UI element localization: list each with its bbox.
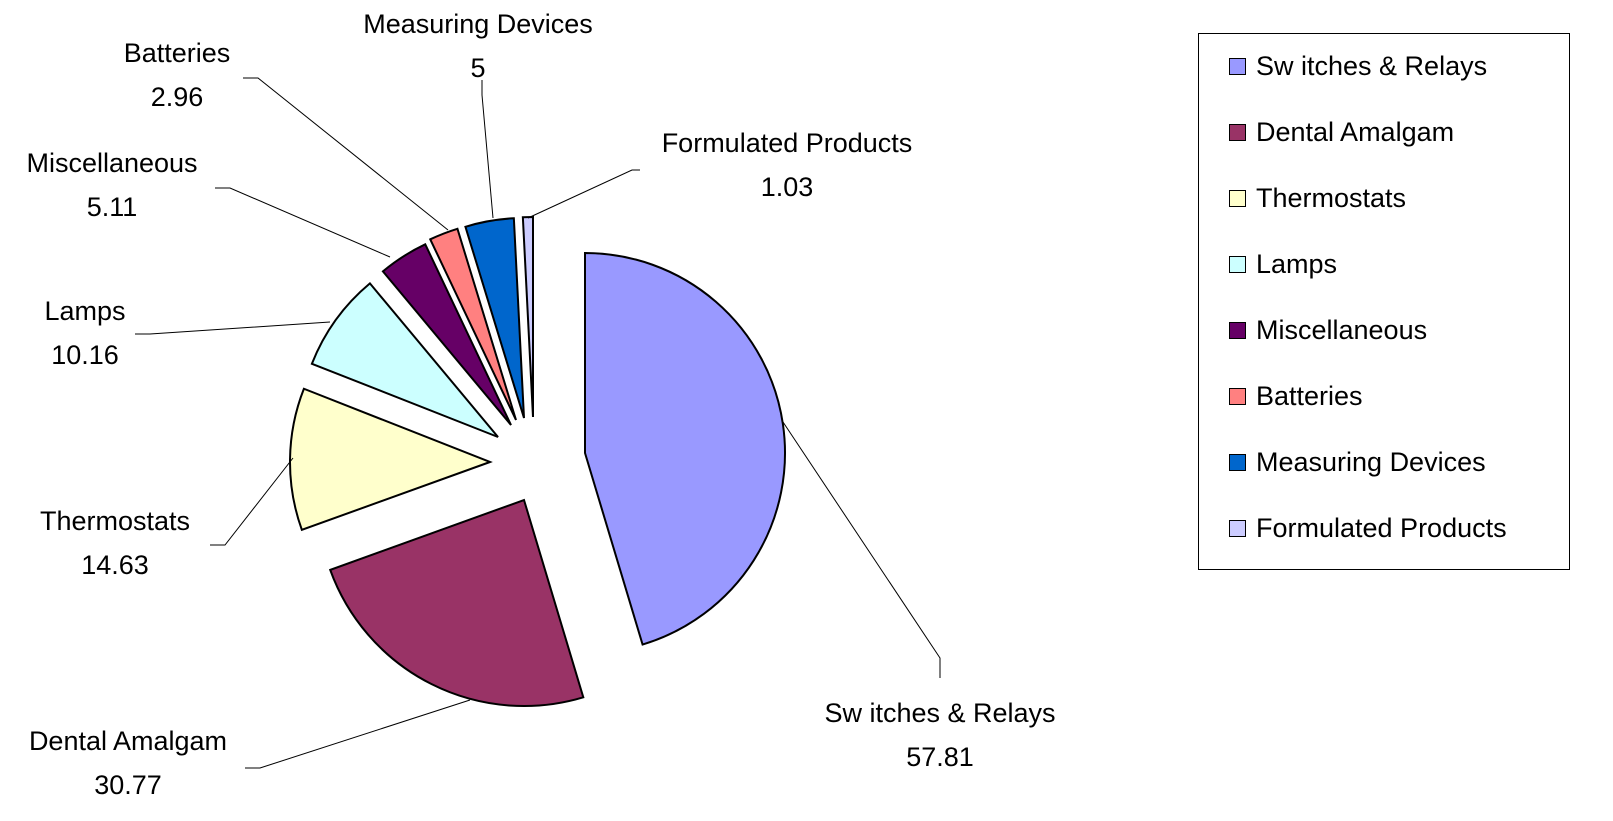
- slice-value-label: 57.81: [906, 742, 974, 772]
- pie-slice-sw-itches-relays: [584, 251, 786, 646]
- legend-swatch: [1229, 454, 1246, 471]
- pie-slice-formulated-products: [521, 215, 534, 418]
- slice-label: Sw itches & Relays: [824, 698, 1055, 728]
- pie-slice-thermostats: [289, 387, 493, 532]
- leader-line: [481, 80, 494, 219]
- leader-line: [527, 169, 640, 219]
- pie-slice-dental-amalgam: [328, 498, 585, 707]
- pie-slice-miscellaneous: [381, 242, 512, 426]
- leader-line: [215, 187, 391, 258]
- pie-slice-measuring-devices: [464, 217, 525, 419]
- legend-item: Lamps: [1229, 249, 1337, 280]
- leader-line: [135, 321, 331, 335]
- legend-swatch: [1229, 322, 1246, 339]
- slice-value-label: 1.03: [761, 172, 814, 202]
- legend-item: Formulated Products: [1229, 513, 1507, 544]
- legend-swatch: [1229, 190, 1246, 207]
- slice-value-label: 5: [470, 53, 485, 83]
- slice-label: Measuring Devices: [363, 9, 593, 39]
- slice-label: Batteries: [124, 38, 231, 68]
- legend-item: Batteries: [1229, 381, 1363, 412]
- legend-item: Measuring Devices: [1229, 447, 1486, 478]
- slice-label: Thermostats: [40, 506, 190, 536]
- legend-swatch: [1229, 520, 1246, 537]
- slice-value-label: 2.96: [151, 82, 204, 112]
- slice-value-label: 10.16: [51, 340, 119, 370]
- pie-slice-batteries: [428, 227, 517, 421]
- chart-legend: Sw itches & Relays Dental Amalgam Thermost…: [1198, 33, 1570, 570]
- legend-label: Batteries: [1256, 381, 1363, 411]
- slice-value-label: 14.63: [81, 550, 149, 580]
- legend-label: Sw itches & Relays: [1256, 51, 1488, 81]
- legend-item: Dental Amalgam: [1229, 117, 1454, 148]
- legend-label: Thermostats: [1256, 183, 1407, 213]
- legend-swatch: [1229, 256, 1246, 273]
- legend-swatch: [1229, 124, 1246, 141]
- leader-line: [245, 699, 471, 769]
- legend-label: Miscellaneous: [1256, 315, 1428, 345]
- slice-label: Lamps: [44, 296, 125, 326]
- legend-item: Sw itches & Relays: [1229, 51, 1487, 82]
- legend-item: Miscellaneous: [1229, 315, 1427, 346]
- leader-line: [210, 457, 294, 546]
- slice-value-label: 30.77: [94, 770, 162, 800]
- slice-value-label: 5.11: [87, 192, 138, 222]
- leader-line: [782, 421, 941, 678]
- slice-label: Miscellaneous: [26, 148, 197, 178]
- legend-label: Dental Amalgam: [1256, 117, 1455, 147]
- legend-item: Thermostats: [1229, 183, 1406, 214]
- legend-label: Lamps: [1256, 249, 1338, 279]
- slice-label: Formulated Products: [662, 128, 913, 158]
- legend-swatch: [1229, 388, 1246, 405]
- leader-line: [243, 77, 449, 231]
- legend-swatch: [1229, 58, 1246, 75]
- pie-slice-lamps: [310, 281, 499, 438]
- slice-label: Dental Amalgam: [29, 726, 227, 756]
- legend-label: Formulated Products: [1256, 513, 1507, 543]
- legend-label: Measuring Devices: [1256, 447, 1486, 477]
